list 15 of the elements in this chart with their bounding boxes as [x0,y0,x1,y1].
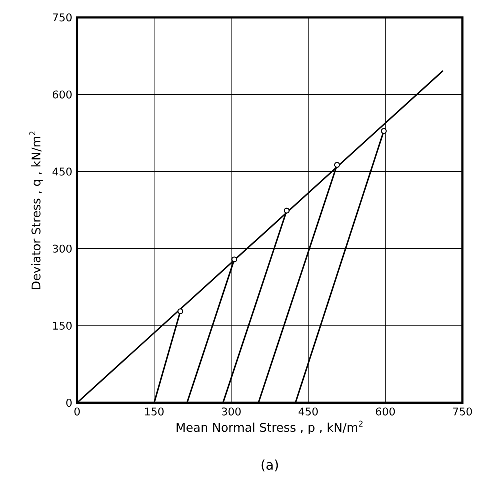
x-tick-label: 300 [222,408,241,416]
text: (a) [262,460,278,472]
x-tick-label: 150 [145,408,164,416]
x-tick-label: 750 [453,408,472,416]
y-tick-label: 0 [66,398,72,408]
y-tick-label: 300 [53,244,72,253]
y-tick-label: 450 [52,168,72,176]
x-axis-title: Mean Normal Stress , p , kN/m$^{2}$ [176,420,363,434]
y-tick-label: 150 [53,322,72,330]
y-axis-title: Deviator Stress , q , kN/m$^{2}$ [30,132,44,290]
y-tick-label: 750 [53,14,72,22]
x-tick-label: 0 [74,408,80,416]
x-tick-label: 600 [376,408,396,416]
y-tick-label: 600 [53,90,72,99]
x-tick-label: 450 [298,408,318,416]
